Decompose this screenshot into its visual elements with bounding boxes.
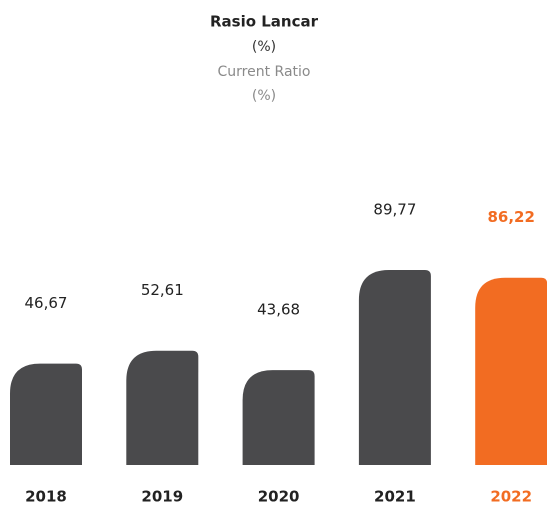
x-tick-label: 2020 (258, 488, 300, 506)
bar (126, 350, 199, 465)
x-tick-label: 2022 (490, 488, 532, 506)
unit: (%) (252, 39, 276, 55)
bar (358, 270, 431, 465)
value-label: 43,68 (257, 301, 300, 319)
value-label: 89,77 (373, 201, 416, 219)
value-label: 46,67 (25, 294, 68, 312)
x-tick-label: 2018 (25, 488, 67, 506)
chart-title: Rasio Lancar (210, 13, 319, 31)
bar (242, 370, 315, 465)
value-label: 52,61 (141, 281, 184, 299)
x-tick-label: 2021 (374, 488, 416, 506)
bar (475, 277, 547, 465)
value-label: 86,22 (487, 208, 534, 226)
bar (10, 363, 82, 465)
x-tick-label: 2019 (141, 488, 183, 506)
subtitle: Current Ratio (218, 64, 311, 80)
subtitle-unit: (%) (252, 88, 276, 104)
